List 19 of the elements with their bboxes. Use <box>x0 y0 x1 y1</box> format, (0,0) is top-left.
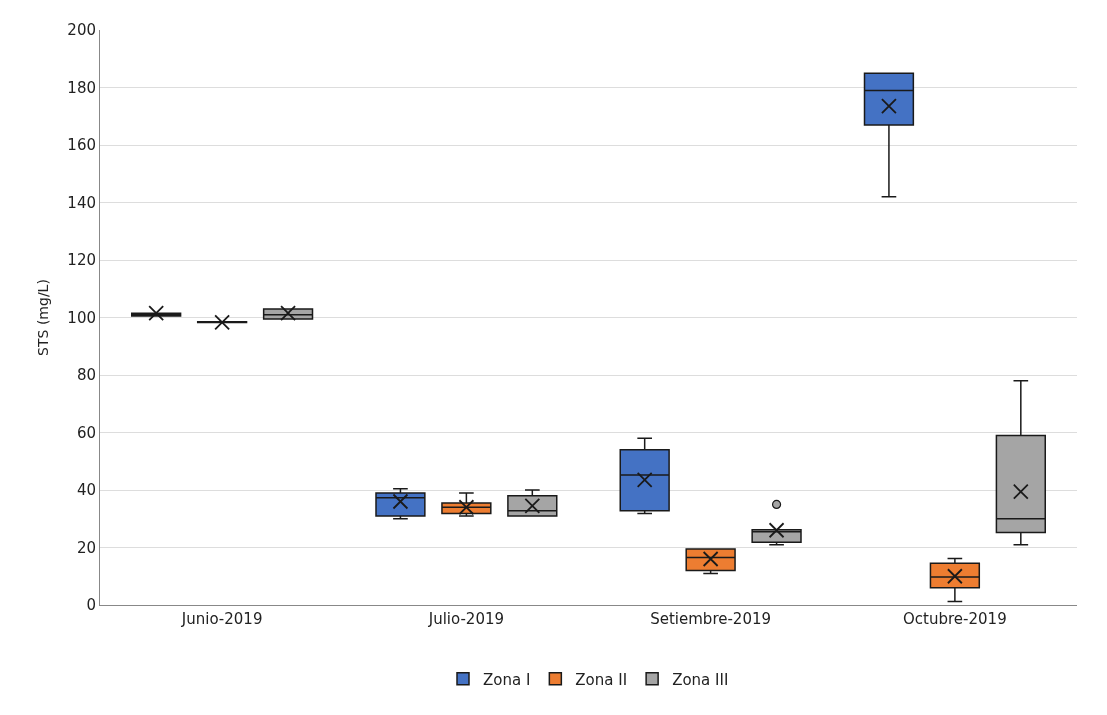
y-tick-label: 120 <box>67 251 96 270</box>
x-tick-label: Julio-2019 <box>427 610 505 628</box>
y-tick-label: 100 <box>67 308 96 327</box>
y-tick-label: 40 <box>76 481 96 500</box>
y-axis-title: STS (mg/L) <box>34 279 51 356</box>
x-tick-label: Junio-2019 <box>180 610 263 628</box>
legend-label: Zona II <box>575 670 628 689</box>
x-tick-label: Setiembre-2019 <box>650 610 772 628</box>
x-tick-label: Octubre-2019 <box>903 610 1007 628</box>
y-tick-label: 0 <box>86 596 96 615</box>
y-tick-label: 20 <box>76 538 96 557</box>
y-tick-label: 200 <box>67 21 96 40</box>
legend-label: Zona III <box>672 670 729 689</box>
y-tick-label: 140 <box>67 193 96 212</box>
y-tick-label: 80 <box>76 366 96 385</box>
y-tick-label: 180 <box>67 78 96 97</box>
y-tick-label: 60 <box>76 423 96 442</box>
y-tick-label: 160 <box>67 136 96 155</box>
legend-label: Zona I <box>483 670 531 689</box>
